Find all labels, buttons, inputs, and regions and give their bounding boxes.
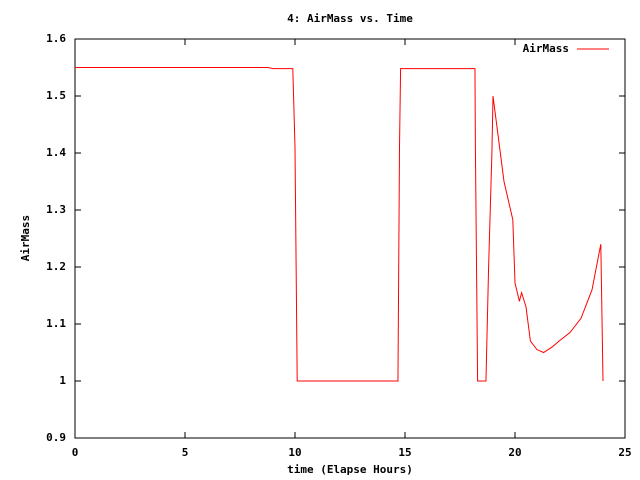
y-tick-label: 0.9	[46, 431, 66, 444]
y-tick-label: 1.3	[46, 203, 66, 216]
y-tick-label: 1.2	[46, 260, 66, 273]
chart-title: 4: AirMass vs. Time	[287, 12, 413, 25]
plot-frame	[74, 38, 626, 439]
y-tick-label: 1	[59, 374, 66, 387]
x-tick-label: 20	[508, 446, 521, 459]
x-tick-label: 25	[618, 446, 631, 459]
x-tick-label: 0	[72, 446, 79, 459]
y-axis-label: AirMass	[19, 215, 32, 261]
y-tick-label: 1.1	[46, 317, 66, 330]
legend-label: AirMass	[523, 42, 569, 55]
y-tick-label: 1.5	[46, 89, 66, 102]
x-tick-label: 5	[182, 446, 189, 459]
y-tick-label: 1.6	[46, 32, 66, 45]
x-tick-label: 10	[288, 446, 301, 459]
y-tick-label: 1.4	[46, 146, 66, 159]
data-line	[75, 67, 604, 382]
x-axis-label: time (Elapse Hours)	[287, 463, 413, 476]
x-tick-label: 15	[398, 446, 411, 459]
